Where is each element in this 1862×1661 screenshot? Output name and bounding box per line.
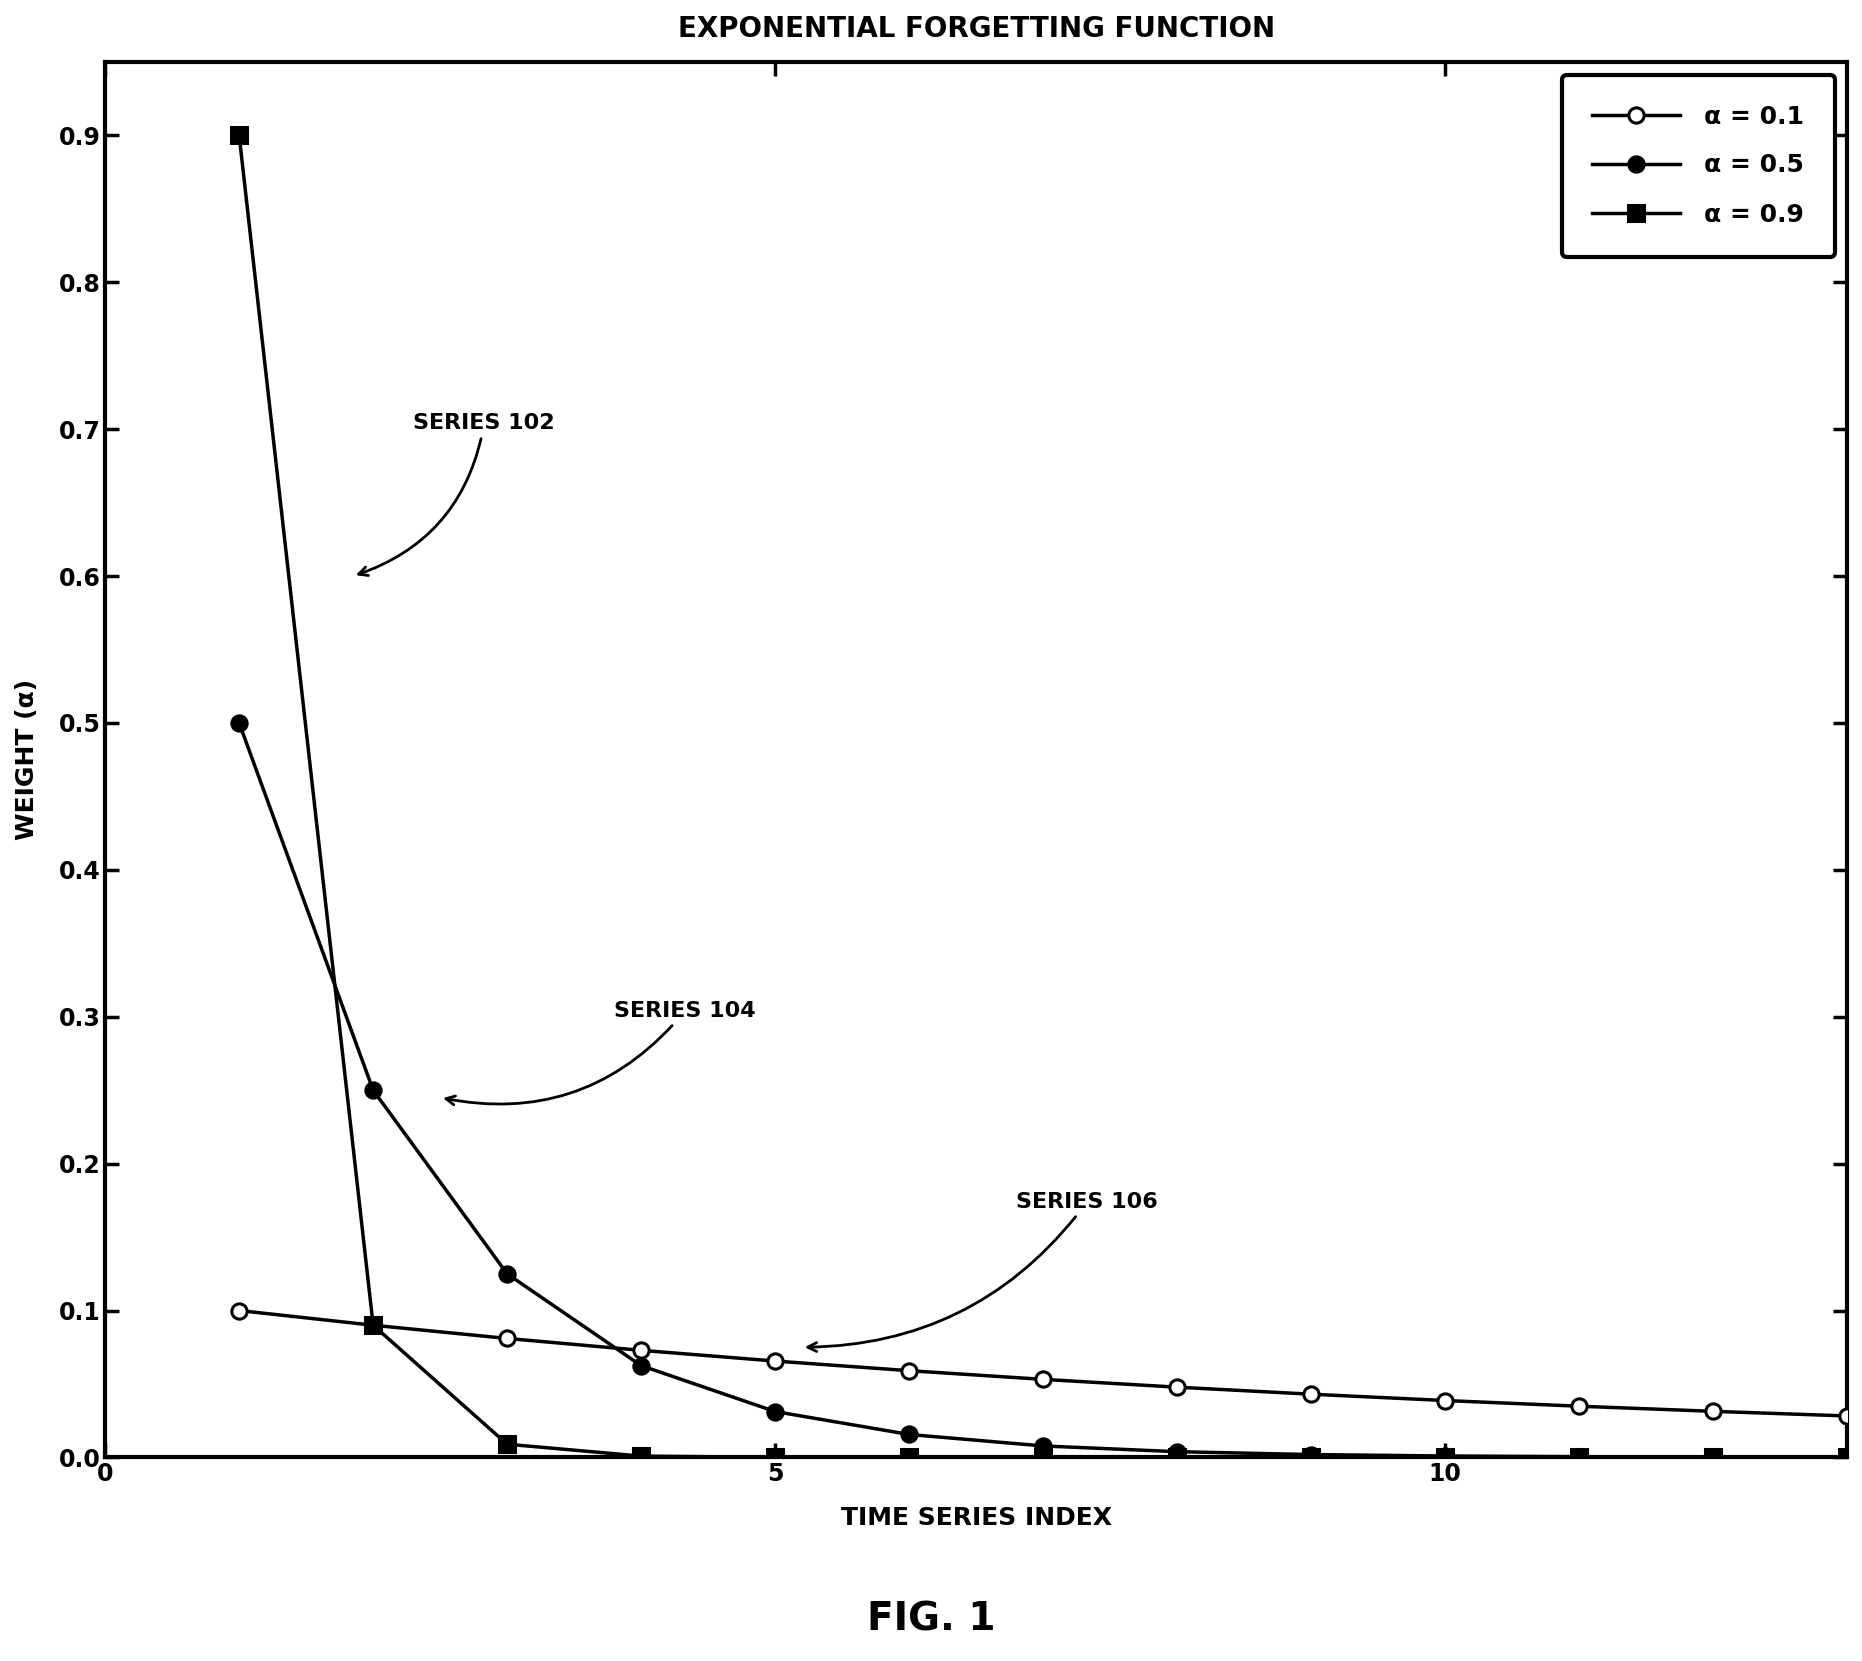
- α = 0.1: [1568, 1397, 1590, 1417]
- α = 0.9: [1836, 1447, 1858, 1467]
- α = 0.9: [361, 1316, 384, 1335]
- α = 0.9: [763, 1447, 786, 1467]
- α = 0.9: [629, 1447, 652, 1467]
- α = 0.1: [361, 1316, 384, 1335]
- Y-axis label: WEIGHT (α): WEIGHT (α): [15, 679, 39, 840]
- Text: SERIES 104: SERIES 104: [445, 1002, 756, 1105]
- α = 0.1: [1166, 1377, 1188, 1397]
- α = 0.5: [763, 1402, 786, 1422]
- α = 0.5: [1300, 1445, 1322, 1465]
- α = 0.5: [1702, 1447, 1724, 1467]
- α = 0.5: [1836, 1447, 1858, 1467]
- α = 0.9: [897, 1447, 920, 1467]
- α = 0.1: [1032, 1369, 1054, 1389]
- α = 0.5: [897, 1425, 920, 1445]
- α = 0.5: [227, 713, 250, 733]
- Text: SERIES 102: SERIES 102: [359, 414, 555, 575]
- Line: α = 0.9: α = 0.9: [231, 128, 1855, 1465]
- α = 0.1: [1702, 1402, 1724, 1422]
- Line: α = 0.5: α = 0.5: [231, 716, 1855, 1465]
- α = 0.5: [629, 1355, 652, 1375]
- α = 0.9: [495, 1433, 518, 1453]
- α = 0.1: [1300, 1384, 1322, 1404]
- α = 0.9: [227, 126, 250, 146]
- α = 0.1: [763, 1350, 786, 1370]
- α = 0.5: [495, 1264, 518, 1284]
- α = 0.1: [629, 1340, 652, 1360]
- α = 0.1: [897, 1360, 920, 1380]
- Text: SERIES 106: SERIES 106: [808, 1191, 1158, 1352]
- α = 0.9: [1166, 1447, 1188, 1467]
- α = 0.1: [1836, 1405, 1858, 1425]
- α = 0.9: [1300, 1447, 1322, 1467]
- α = 0.5: [1166, 1442, 1188, 1462]
- Line: α = 0.1: α = 0.1: [231, 1302, 1855, 1423]
- α = 0.1: [227, 1301, 250, 1320]
- α = 0.9: [1702, 1447, 1724, 1467]
- α = 0.9: [1434, 1447, 1456, 1467]
- Legend: α = 0.1, α = 0.5, α = 0.9: α = 0.1, α = 0.5, α = 0.9: [1562, 75, 1834, 256]
- α = 0.1: [495, 1329, 518, 1349]
- α = 0.5: [1032, 1437, 1054, 1457]
- α = 0.5: [361, 1080, 384, 1100]
- α = 0.9: [1032, 1447, 1054, 1467]
- X-axis label: TIME SERIES INDEX: TIME SERIES INDEX: [840, 1507, 1112, 1530]
- Text: FIG. 1: FIG. 1: [866, 1601, 996, 1638]
- α = 0.9: [1568, 1447, 1590, 1467]
- α = 0.5: [1434, 1447, 1456, 1467]
- Title: EXPONENTIAL FORGETTING FUNCTION: EXPONENTIAL FORGETTING FUNCTION: [678, 15, 1275, 43]
- α = 0.1: [1434, 1390, 1456, 1410]
- α = 0.5: [1568, 1447, 1590, 1467]
